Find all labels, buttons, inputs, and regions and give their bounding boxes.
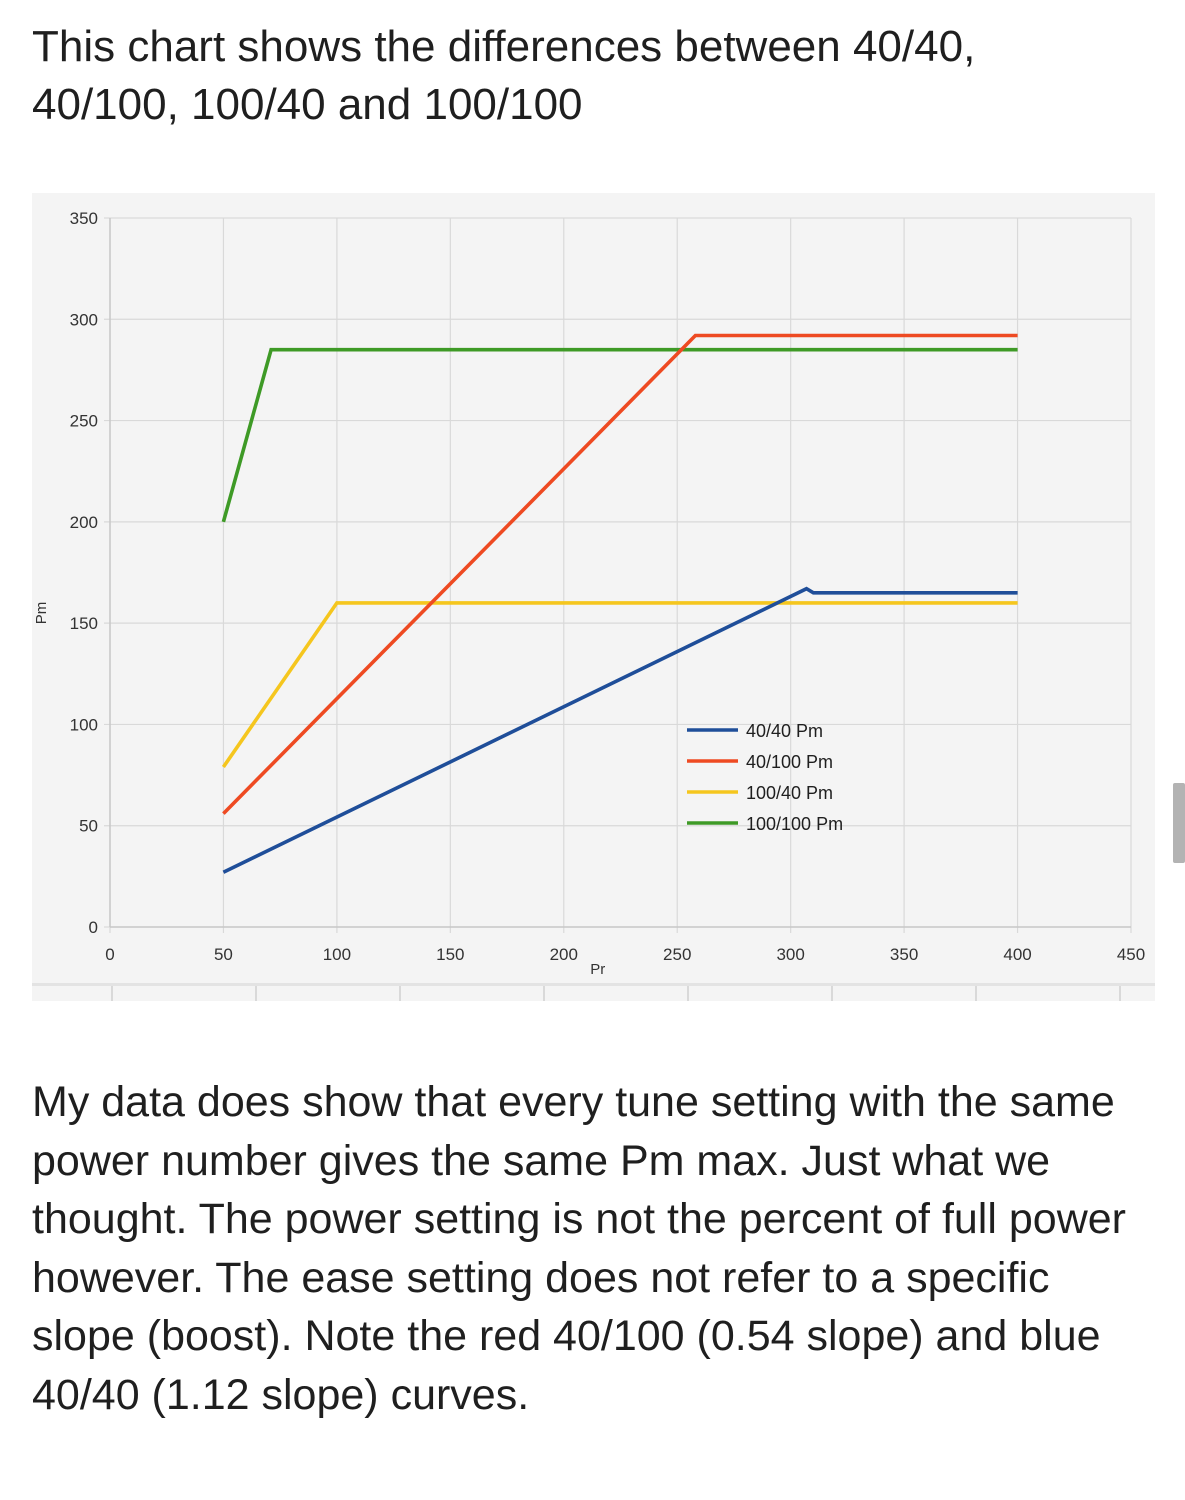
y-tick-label: 50 [79, 817, 98, 836]
y-tick-label: 250 [70, 412, 98, 431]
x-tick-label: 300 [776, 945, 804, 964]
y-tick-label: 300 [70, 310, 98, 329]
series-line-40-40-pm [222, 586, 1018, 874]
series-line-40-100-pm [222, 333, 1018, 815]
line-chart: 0 50 100 150 200 250 300 350 0 50 100 150 200 250 300 3… [32, 209, 1155, 1001]
x-tick-label: 0 [105, 945, 114, 964]
y-tick-label: 0 [89, 918, 98, 937]
x-tick-label: 100 [323, 945, 351, 964]
post-heading: This chart shows the differences between… [32, 22, 976, 129]
x-tick-label: 150 [436, 945, 464, 964]
grid-lines [104, 217, 1132, 933]
legend-label: 100/40 Pm [746, 783, 833, 803]
x-tick-label: 250 [663, 945, 691, 964]
y-tick-label: 200 [70, 513, 98, 532]
chart-image: 0 50 100 150 200 250 300 350 0 50 100 150 200 250 300 3… [32, 193, 1155, 1001]
x-tick-label: 200 [550, 945, 578, 964]
series-line-100-100-pm [221, 347, 1018, 523]
post-body-text: My data does show that every tune settin… [32, 1078, 1126, 1419]
y-tick-label: 350 [70, 209, 98, 228]
legend-label: 40/40 Pm [746, 721, 823, 741]
scroll-indicator[interactable] [1173, 783, 1185, 863]
x-tick-label: 450 [1117, 945, 1145, 964]
x-tick-label: 50 [214, 945, 233, 964]
series-line-100-40-pm [221, 601, 1018, 769]
series-lines [221, 333, 1018, 874]
axes: 0 50 100 150 200 250 300 350 0 50 100 150 200 250 300 3… [32, 209, 1155, 1001]
y-tick-label: 150 [70, 614, 98, 633]
legend-label: 40/100 Pm [746, 752, 833, 772]
y-axis-title: Pm [33, 602, 50, 625]
legend-label: 100/100 Pm [746, 814, 843, 834]
x-axis-title: Pr [590, 961, 605, 978]
chart-bottom-strip [32, 983, 1155, 986]
y-tick-label: 100 [70, 715, 98, 734]
x-tick-label: 400 [1003, 945, 1031, 964]
x-tick-label: 350 [890, 945, 918, 964]
legend: 40/40 Pm 40/100 Pm 100/40 Pm 100/100 Pm [687, 721, 843, 834]
